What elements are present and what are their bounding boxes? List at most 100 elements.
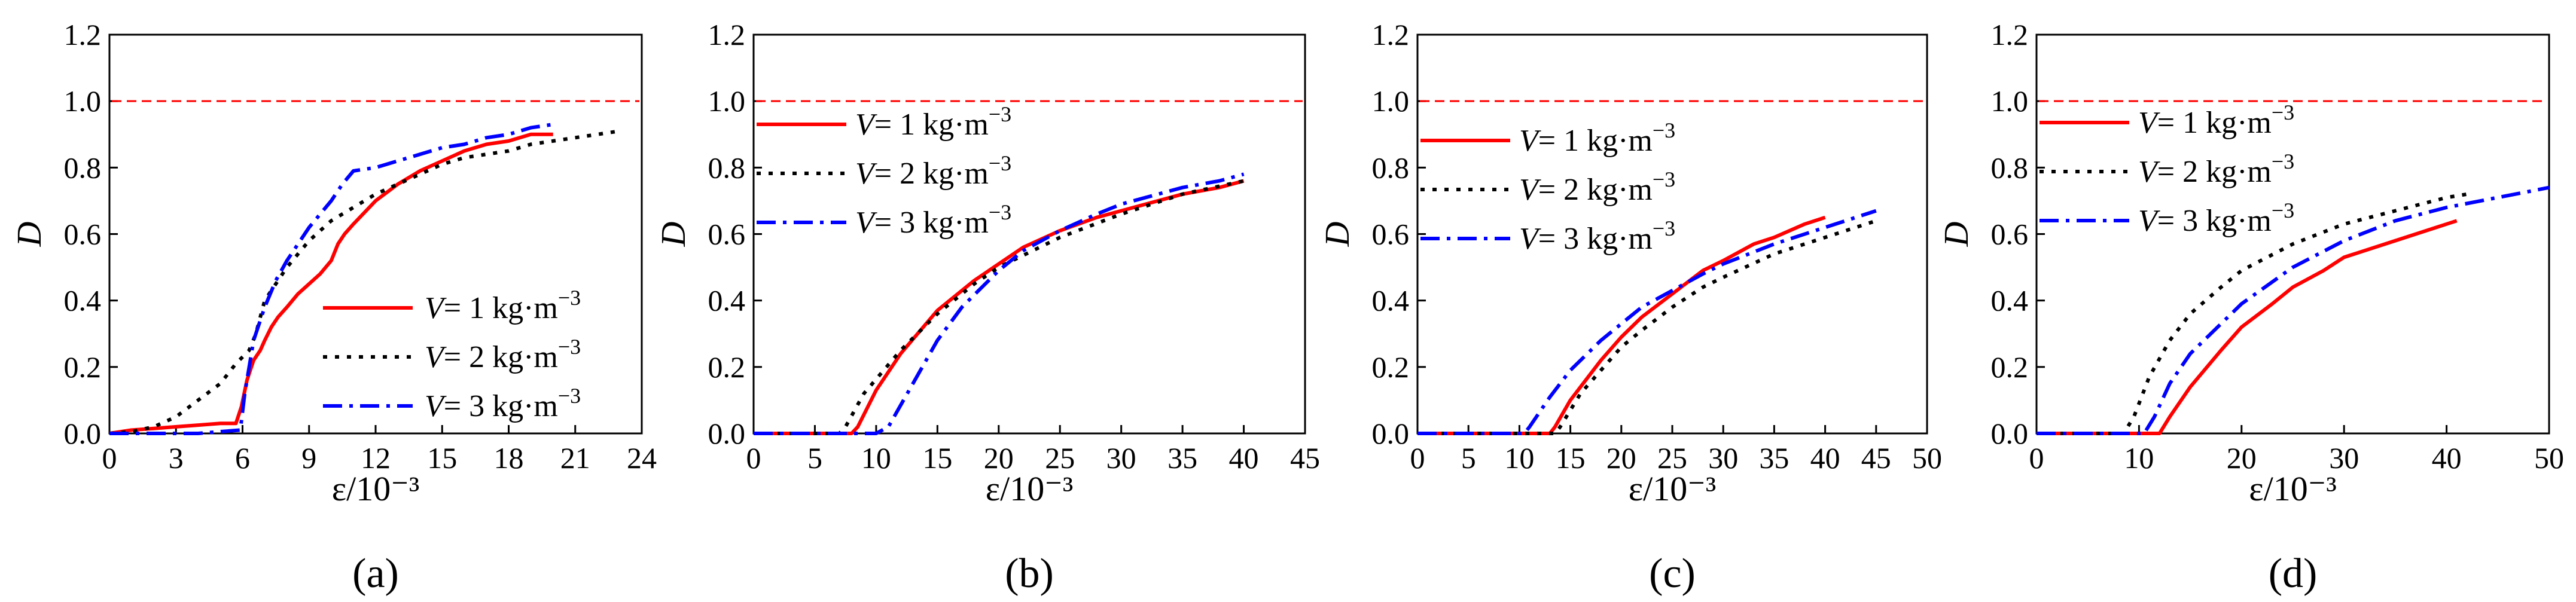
y-tick-label: 1.0: [64, 84, 102, 118]
series-line-3: [754, 172, 1245, 435]
x-tick-label: 0: [746, 441, 761, 475]
chart-panel-c: 0 5 10 15 20 25 30 35 40 45 50 0.0 0.2 0.4 0.6 0.8 1.0 1.…: [1318, 18, 1942, 597]
legend-label-2: V= 2 kg·m−3: [425, 335, 581, 374]
y-tick-label: 0.0: [1372, 417, 1410, 450]
y-tick-label: 1.0: [1991, 84, 2029, 118]
x-tick-label: 30: [2329, 441, 2359, 475]
x-axis-label: ε/10⁻³: [2249, 469, 2336, 508]
x-tick-label: 15: [922, 441, 952, 475]
x-tick-label: 24: [627, 441, 657, 475]
y-tick-label: 1.2: [1991, 18, 2029, 51]
y-tick-label: 0.8: [1372, 151, 1410, 184]
panel-caption: (a): [352, 551, 399, 597]
y-tick-label: 0.8: [64, 151, 102, 184]
series-line-2: [109, 129, 620, 435]
chart-panel-d: 0 10 20 30 40 50 0.0 0.2 0.4 0.6 0.8 1.0 1.2 Dε/10⁻³ (…: [1937, 18, 2564, 597]
x-tick-label: 0: [102, 441, 117, 475]
x-tick-label: 18: [494, 441, 524, 475]
x-tick-label: 12: [361, 441, 391, 475]
y-tick-label: 1.0: [708, 84, 746, 118]
x-tick-label: 50: [1912, 441, 1942, 475]
y-tick-label: 1.2: [708, 18, 746, 51]
x-tick-label: 45: [1290, 441, 1320, 475]
x-tick-label: 20: [2227, 441, 2257, 475]
y-tick-label: 0.4: [1991, 284, 2029, 317]
y-tick-label: 1.2: [1372, 18, 1410, 51]
series-line-3: [1417, 209, 1877, 435]
series-line-1: [109, 132, 553, 435]
chart-panel-b: 0 5 10 15 20 25 30 35 40 45 0.0 0.2 0.4 0.6 0.8 1.0 1.2 D…: [654, 18, 1320, 597]
legend-label-1: V= 1 kg·m−3: [1519, 118, 1675, 158]
x-tick-label: 15: [427, 441, 457, 475]
x-tick-label: 20: [984, 441, 1014, 475]
y-tick-label: 1.2: [64, 18, 102, 51]
y-tick-label: 0.4: [64, 284, 102, 317]
panel-caption: (c): [1649, 551, 1696, 597]
series-line-1: [2037, 219, 2458, 435]
x-tick-label: 15: [1556, 441, 1586, 475]
x-tick-label: 40: [2432, 441, 2462, 475]
x-tick-label: 30: [1106, 441, 1136, 475]
y-axis-label: D: [1937, 221, 1976, 247]
y-tick-label: 0.8: [1991, 151, 2029, 184]
legend-label-1: V= 1 kg·m−3: [425, 286, 581, 325]
x-axis-label: ε/10⁻³: [1629, 469, 1716, 508]
y-tick-label: 0.0: [64, 417, 102, 450]
x-tick-label: 10: [1504, 441, 1534, 475]
x-tick-label: 25: [1657, 441, 1687, 475]
x-tick-label: 3: [169, 441, 184, 475]
x-tick-label: 30: [1708, 441, 1738, 475]
y-tick-label: 0.0: [708, 417, 746, 450]
legend-label-1: V= 1 kg·m−3: [855, 102, 1011, 142]
x-tick-label: 0: [1410, 441, 1425, 475]
x-tick-label: 50: [2534, 441, 2564, 475]
legend-label-3: V= 3 kg·m−3: [2138, 198, 2294, 238]
y-tick-label: 0.6: [64, 218, 102, 251]
y-axis-label: D: [654, 221, 693, 247]
x-tick-label: 10: [2124, 441, 2154, 475]
y-tick-label: 0.4: [708, 284, 746, 317]
y-tick-label: 0.2: [1372, 350, 1410, 384]
y-tick-label: 0.0: [1991, 417, 2029, 450]
x-axis-label: ε/10⁻³: [986, 469, 1073, 508]
x-tick-label: 45: [1861, 441, 1891, 475]
y-tick-label: 0.2: [1991, 350, 2029, 384]
x-axis-label: ε/10⁻³: [332, 469, 419, 508]
legend-label-2: V= 2 kg·m−3: [2138, 149, 2294, 189]
x-tick-label: 5: [1461, 441, 1476, 475]
x-tick-label: 10: [861, 441, 891, 475]
y-tick-label: 0.6: [708, 218, 746, 251]
y-tick-label: 0.2: [708, 350, 746, 384]
panel-caption: (d): [2269, 551, 2318, 597]
x-tick-label: 25: [1045, 441, 1075, 475]
y-tick-label: 1.0: [1372, 84, 1410, 118]
y-axis-label: D: [1318, 221, 1356, 247]
x-tick-label: 0: [2029, 441, 2044, 475]
y-tick-label: 0.2: [64, 350, 102, 384]
series-line-3: [109, 123, 554, 435]
y-tick-label: 0.6: [1372, 218, 1410, 251]
legend-label-2: V= 2 kg·m−3: [855, 151, 1011, 191]
x-tick-label: 35: [1759, 441, 1789, 475]
x-tick-label: 20: [1606, 441, 1636, 475]
x-tick-label: 5: [807, 441, 822, 475]
x-tick-label: 21: [560, 441, 590, 475]
chart-panel-a: 0 3 6 9 12 15 18 21 24 0.0 0.2 0.4 0.6 0.8 1.0 1.2 Dε/10…: [10, 18, 657, 597]
legend-label-2: V= 2 kg·m−3: [1519, 167, 1675, 207]
series-line-3: [2037, 185, 2550, 435]
legend-label-3: V= 3 kg·m−3: [855, 200, 1011, 240]
x-tick-label: 40: [1810, 441, 1840, 475]
y-axis-label: D: [10, 221, 48, 247]
series-line-1: [1417, 215, 1826, 435]
x-tick-label: 35: [1167, 441, 1197, 475]
y-tick-label: 0.8: [708, 151, 746, 184]
y-tick-label: 0.4: [1372, 284, 1410, 317]
x-tick-label: 6: [235, 441, 250, 475]
legend-label-3: V= 3 kg·m−3: [425, 384, 581, 423]
legend-label-3: V= 3 kg·m−3: [1519, 216, 1675, 256]
x-tick-label: 9: [301, 441, 316, 475]
legend-label-1: V= 1 kg·m−3: [2138, 100, 2294, 140]
panel-caption: (b): [1005, 551, 1054, 597]
x-tick-label: 40: [1229, 441, 1259, 475]
